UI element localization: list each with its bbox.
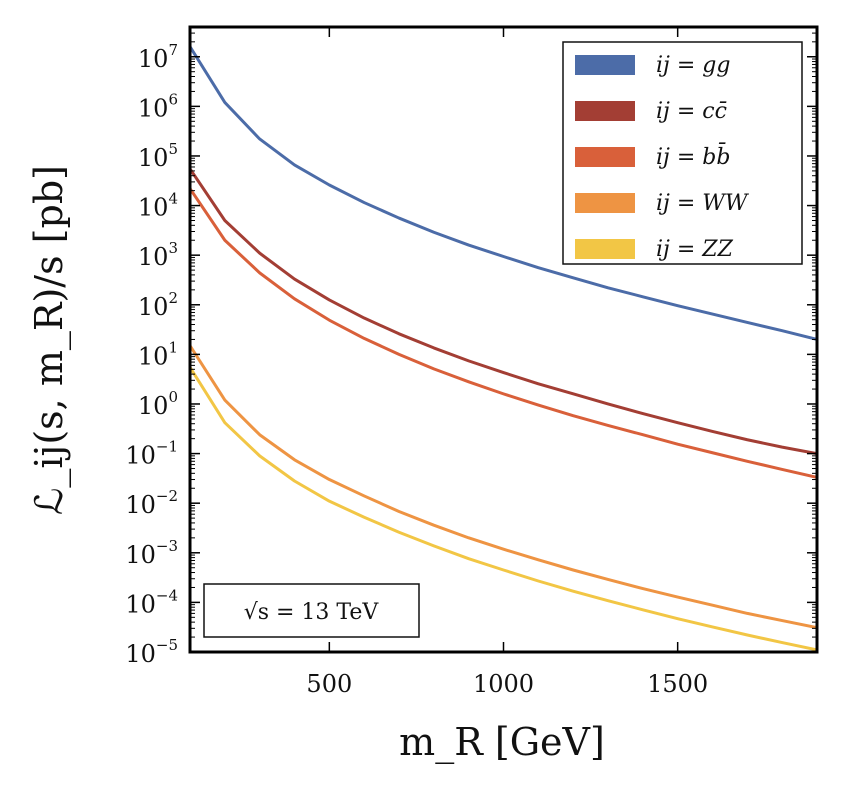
y-tick-label: 107 <box>138 41 178 73</box>
series-layer <box>190 45 817 652</box>
energy-annotation: √s = 13 TeV <box>203 583 420 638</box>
y-axis-label: ℒ_ij(s, m_R)/s [pb] <box>27 165 72 515</box>
series-line-3 <box>190 187 817 479</box>
legend-label: ij = gg <box>656 53 730 78</box>
y-tick-label: 10−3 <box>125 537 178 569</box>
legend-label: ij = cc̄ <box>656 99 727 124</box>
x-tick-label: 1500 <box>647 670 708 698</box>
legend-swatch <box>575 239 635 259</box>
y-tick-label: 103 <box>138 239 178 271</box>
series-line-4 <box>190 344 817 630</box>
legend-label: ij = WW <box>656 191 750 216</box>
y-tick-label: 106 <box>138 90 178 122</box>
legend-label: ij = ZZ <box>656 237 734 262</box>
y-tick-label: 105 <box>138 140 178 172</box>
series-line-5 <box>190 366 817 652</box>
y-tick-label: 10−2 <box>125 487 178 519</box>
series-line-1 <box>190 45 817 341</box>
y-tick-label: 10−1 <box>125 438 178 470</box>
x-axis-label: m_R [GeV] <box>399 720 605 765</box>
x-tick-label: 500 <box>306 670 352 698</box>
y-tick-label: 100 <box>138 388 178 420</box>
y-tick-label: 10−4 <box>125 586 178 618</box>
legend-label: ij = bb̄ <box>656 142 730 170</box>
annotation-box <box>203 583 420 638</box>
x-tick-label: 1000 <box>473 670 534 698</box>
legend-swatch <box>575 147 635 167</box>
series-line-2 <box>190 168 817 456</box>
legend-swatch <box>575 101 635 121</box>
legend-swatch <box>575 55 635 75</box>
y-tick-label: 10−5 <box>125 636 178 668</box>
annotation-text: √s = 13 TeV <box>244 600 380 625</box>
legend-swatch <box>575 193 635 213</box>
y-tick-label: 101 <box>138 338 178 370</box>
legend: ij = gg ij = cc̄ ij = bb̄ ij = WW ij = ZZ <box>562 41 803 265</box>
y-tick-label: 104 <box>138 190 178 222</box>
ticks-layer: 500 1000 1500 10−5 10−4 10−3 10−2 10−1 100 101 102… <box>125 27 817 698</box>
y-tick-label: 102 <box>138 289 178 321</box>
plot-frame <box>188 25 819 654</box>
